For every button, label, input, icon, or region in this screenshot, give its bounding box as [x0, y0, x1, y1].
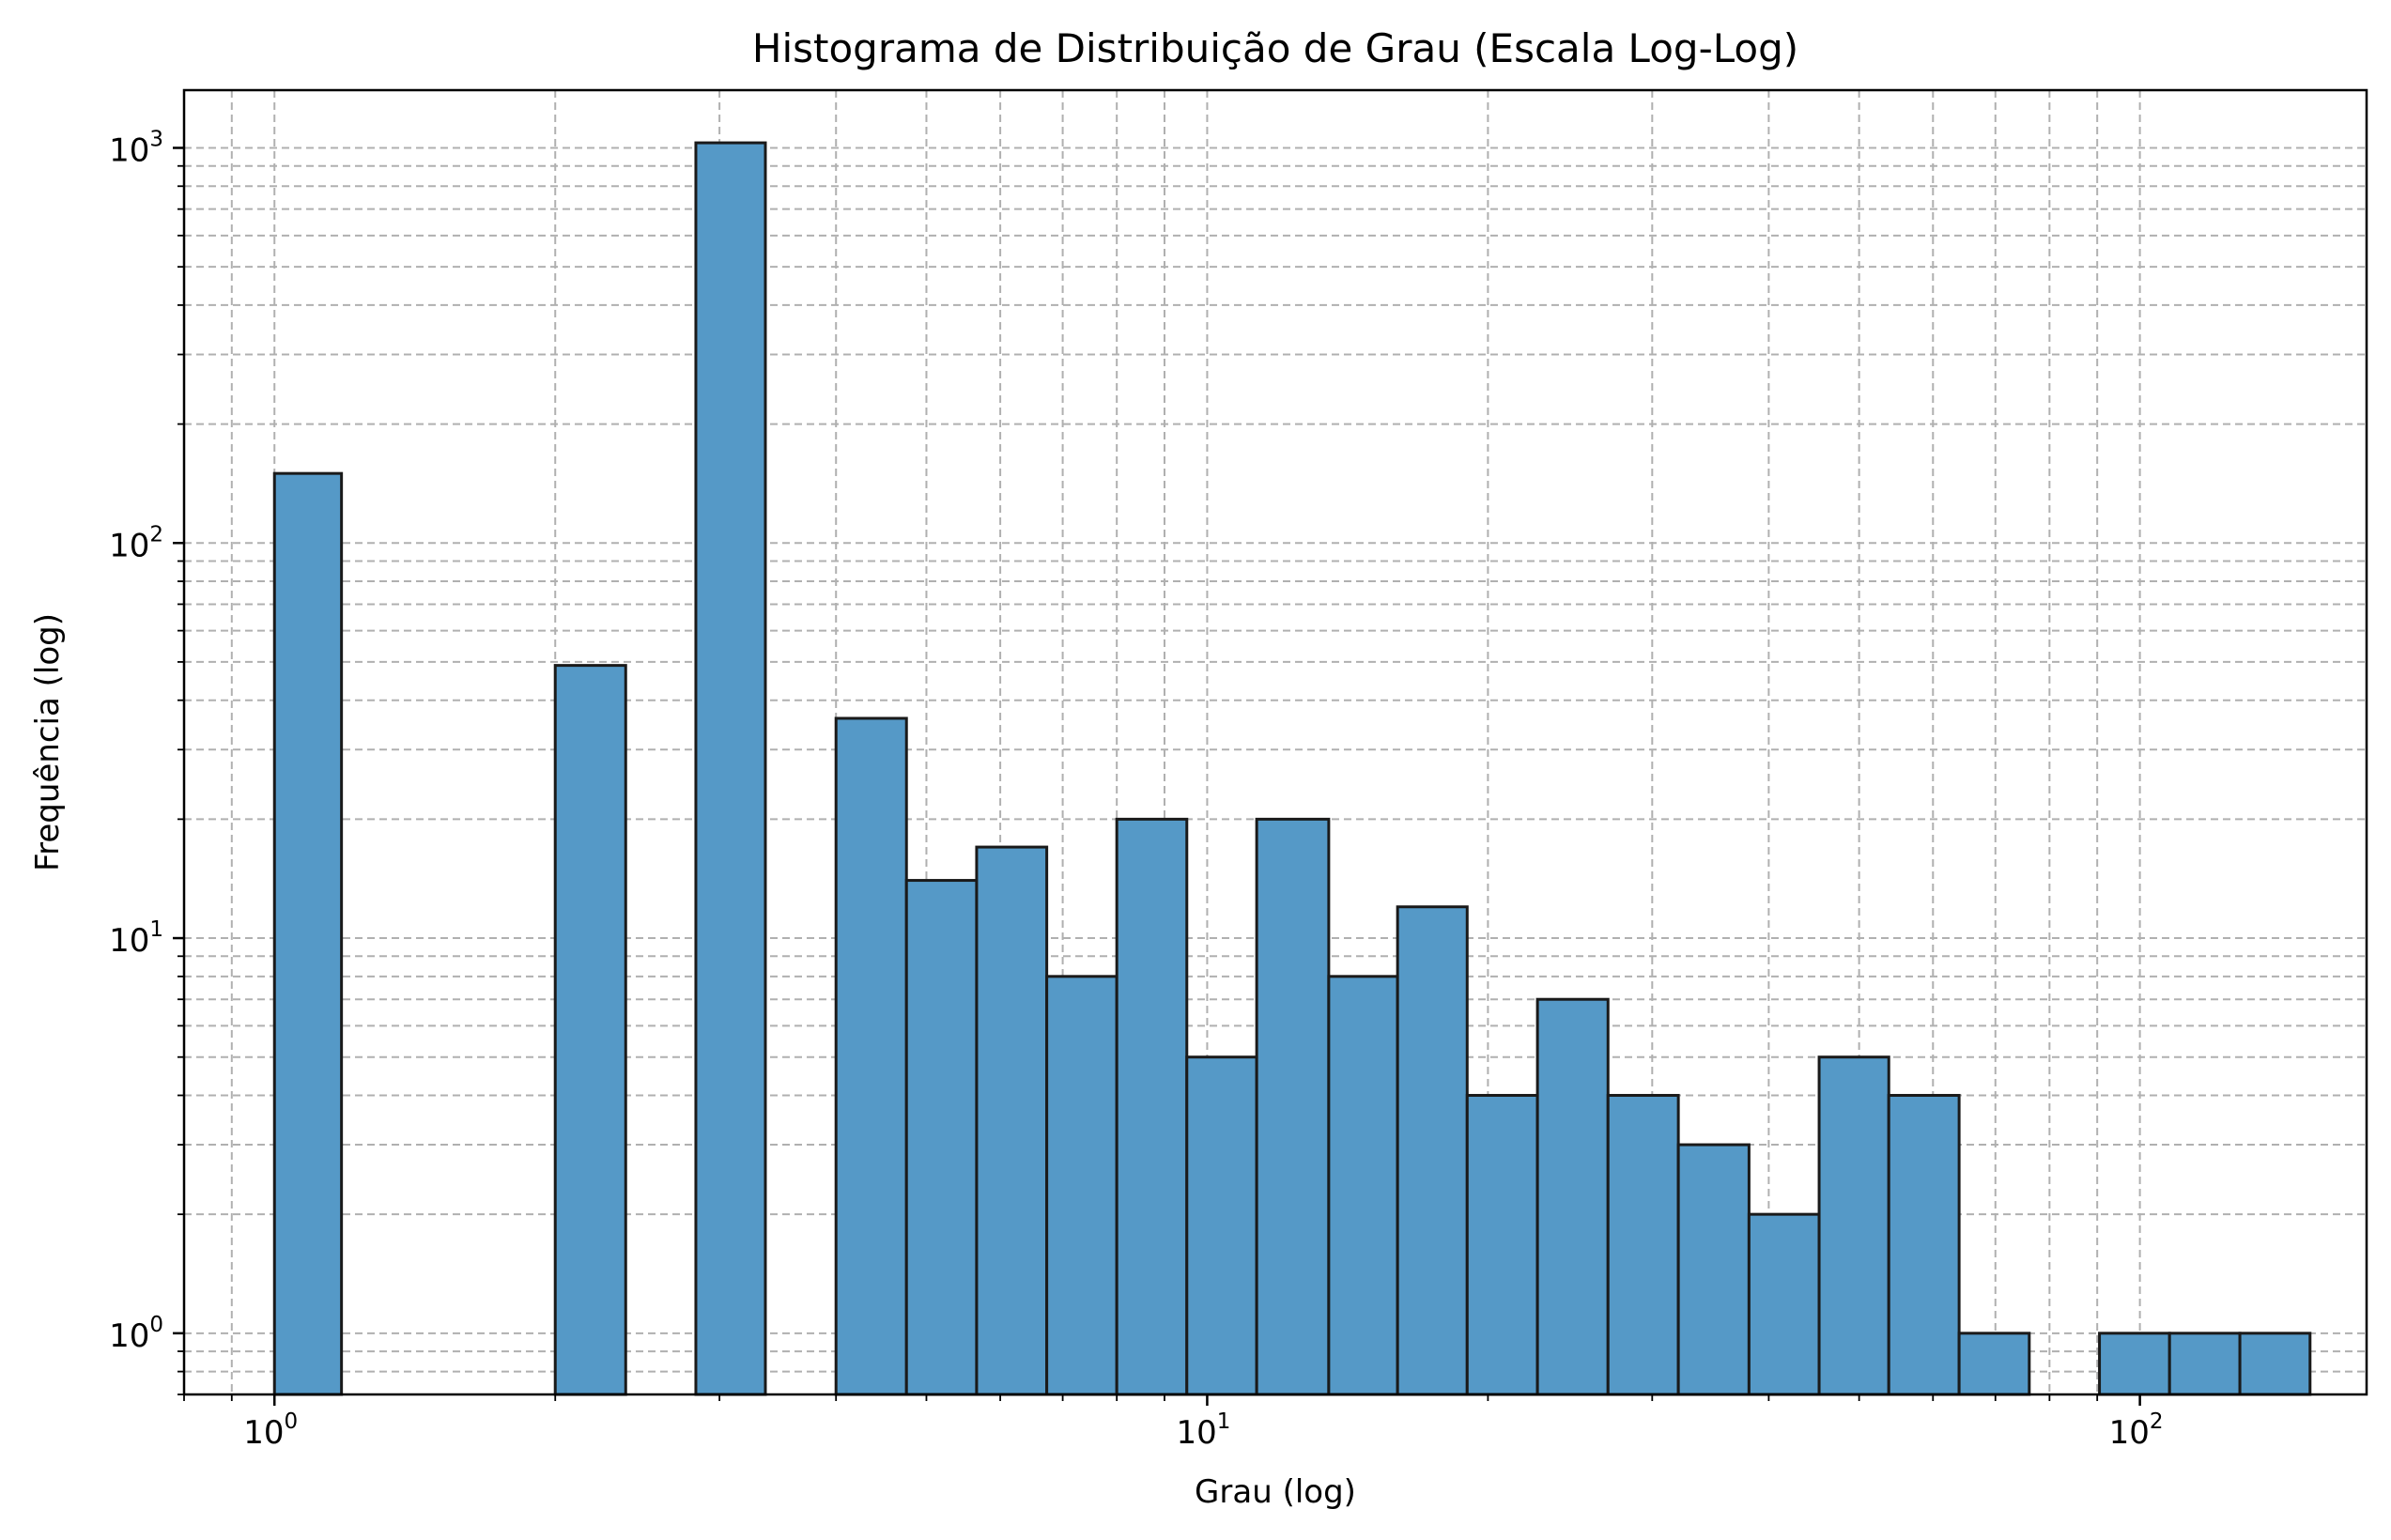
- histogram-bar: [1115, 817, 1189, 1396]
- histogram-bar: [1817, 1055, 1890, 1396]
- histogram-bar: [1606, 1093, 1680, 1396]
- histogram-bar: [1676, 1143, 1751, 1396]
- x-tick-label: 101: [1176, 1409, 1230, 1452]
- histogram-bar: [1327, 975, 1399, 1396]
- histogram-bar: [1045, 975, 1118, 1396]
- histogram-bar: [1255, 817, 1331, 1396]
- histogram-bar: [904, 879, 979, 1396]
- histogram-bar: [1747, 1212, 1821, 1396]
- histogram-bar: [2238, 1332, 2312, 1396]
- x-axis-label: Grau (log): [1195, 1473, 1356, 1511]
- y-axis-label: Frequência (log): [29, 613, 67, 871]
- tick-labels: 100 101 102 100 101 102 103: [109, 127, 2163, 1452]
- y-tick-label: 103: [109, 127, 163, 169]
- histogram-bar: [1535, 997, 1610, 1396]
- y-tick-label: 101: [109, 917, 163, 960]
- x-tick-label: 102: [2109, 1409, 2164, 1452]
- histogram-bar: [694, 141, 767, 1396]
- y-tick-label: 100: [109, 1313, 163, 1355]
- histogram-bar: [1185, 1055, 1258, 1396]
- histogram-bar: [2167, 1332, 2242, 1396]
- histogram-bar: [553, 664, 627, 1396]
- axis-ticks: [173, 146, 2141, 1406]
- x-tick-label: 100: [243, 1409, 298, 1452]
- histogram-bars: [272, 141, 2312, 1396]
- histogram-bar: [2098, 1332, 2171, 1396]
- histogram-bar: [975, 845, 1049, 1396]
- histogram-bar: [272, 471, 344, 1396]
- histogram-bar: [834, 716, 908, 1396]
- chart-title: Histograma de Distribuição de Grau (Esca…: [752, 25, 1798, 71]
- histogram-bar: [1465, 1093, 1539, 1396]
- histogram-bar: [1396, 905, 1469, 1396]
- plot-frame: [182, 88, 2368, 1396]
- y-tick-label: 102: [109, 522, 163, 564]
- histogram-bar: [1887, 1093, 1961, 1396]
- histogram-bar: [1957, 1332, 2031, 1396]
